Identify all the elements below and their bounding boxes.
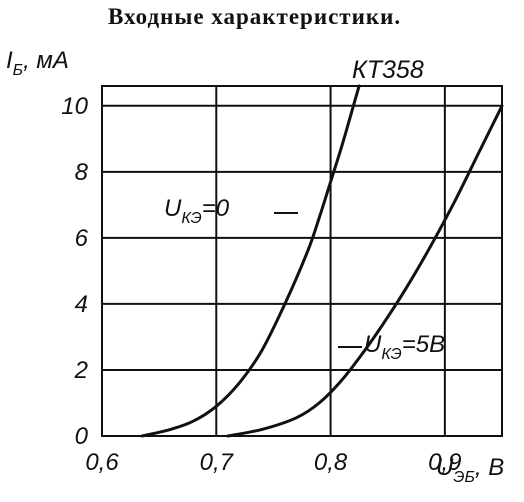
x-axis-label-sub: ЭБ: [453, 469, 475, 486]
series-0-label-value: =0: [202, 195, 230, 222]
x-tick-label-3: 0,9: [428, 449, 461, 476]
series-0-label-main: U: [164, 195, 182, 222]
svg-text:UЭБ, B: UЭБ, B: [436, 454, 504, 486]
svg-text:UКЭ=5В: UКЭ=5В: [364, 331, 445, 363]
plot-frame: [101, 85, 503, 437]
x-axis-label: UЭБ, B: [436, 454, 504, 486]
x-axis-label-main: U: [436, 454, 454, 481]
y-tick-labels: 0 2 4 6 8 10: [61, 93, 88, 450]
y-axis-label-sub: Б: [13, 62, 23, 79]
series-1-label-value: =5В: [402, 331, 445, 358]
series-0-line: [140, 84, 361, 438]
series-1-line: [226, 104, 504, 438]
y-tick-label-4: 8: [75, 159, 89, 186]
x-tick-labels: 0,6 0,7 0,8 0,9: [85, 449, 461, 476]
series-0-label-sub: КЭ: [181, 210, 201, 227]
y-tick-label-0: 0: [75, 423, 89, 450]
chart-title: Входные характеристики.: [108, 4, 401, 29]
series-1-label-sub: КЭ: [381, 346, 401, 363]
x-tick-label-0: 0,6: [85, 449, 119, 476]
y-axis-label-main: I: [6, 47, 13, 74]
svg-text:IБ, мА: IБ, мА: [6, 47, 69, 79]
series-0-label: UКЭ=0: [164, 195, 298, 227]
chart-grid: [101, 85, 503, 437]
y-axis-label-unit: , мА: [23, 47, 69, 74]
chart-curves: [140, 84, 504, 438]
y-tick-label-1: 2: [74, 357, 88, 384]
svg-text:UКЭ=0: UКЭ=0: [164, 195, 230, 227]
series-1-label-main: U: [364, 331, 382, 358]
transistor-model-label: КТ358: [352, 56, 424, 84]
x-axis-label-unit: , B: [475, 454, 504, 481]
series-1-label: UКЭ=5В: [338, 331, 445, 363]
x-tick-label-1: 0,7: [200, 449, 235, 476]
y-tick-label-3: 6: [75, 225, 89, 252]
y-axis-label: IБ, мА: [6, 47, 69, 79]
y-tick-label-5: 10: [61, 93, 88, 120]
x-tick-label-2: 0,8: [314, 449, 348, 476]
y-tick-label-2: 4: [75, 291, 88, 318]
